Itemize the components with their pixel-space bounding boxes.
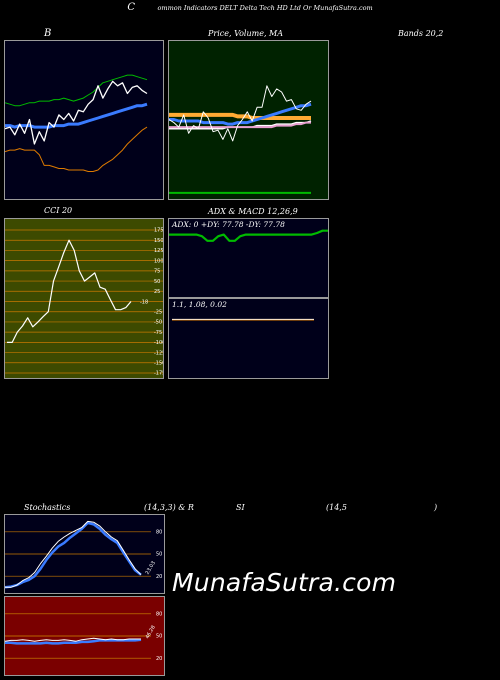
adx-line: [169, 229, 328, 242]
cci-panel: 175 150 125 100 75 50 25 -25 -50 -75 -100 -125 -150 -…: [4, 218, 164, 379]
adx-readout: ADX: 0 +DY: 77.78 -DY: 77.78: [172, 220, 285, 229]
cci-tick-label: -25: [154, 309, 162, 315]
rsi-tick-label: 20: [156, 656, 162, 662]
stoch-label-c: SI: [236, 503, 245, 512]
pm-price-line: [169, 85, 312, 142]
stochastics-panel: 80 50 20 23.03: [4, 514, 165, 594]
cci-tick-label: 50: [154, 279, 160, 285]
cci-tick-label: -125: [154, 350, 163, 356]
cci-tick-label: -150: [154, 360, 163, 366]
upper-band-line: [5, 74, 148, 107]
header-title: C ommon Indicators DELT Delta Tech HD Lt…: [0, 2, 500, 13]
stoch-tick-label: 80: [156, 530, 162, 536]
ma-mid-line: [169, 112, 311, 120]
rsi-panel: 80 50 20 46.28: [4, 596, 165, 676]
brand-watermark: MunafaSutra.com: [172, 568, 397, 597]
cci-tick-label: -100: [154, 340, 163, 346]
cci-tick-label: 150: [154, 238, 163, 244]
macd-readout: 1.1, 1.08, 0.02: [172, 300, 227, 309]
cci-tick-label: 175: [154, 228, 163, 234]
bb-label: B: [44, 28, 52, 39]
cci-tick-label: -50: [154, 320, 162, 326]
middle-band-line: [5, 102, 148, 129]
cci-chart: 175 150 125 100 75 50 25 -25 -50 -75 -100 -125 -150 -…: [5, 228, 163, 377]
bollinger-panel: [4, 40, 164, 200]
stoch-label-e: ): [434, 503, 438, 512]
stoch-tick-label: 20: [156, 574, 162, 580]
lower-band-line: [5, 126, 148, 172]
macd-panel: 1.1, 1.08, 0.02: [168, 298, 329, 379]
header-title-rest: ommon Indicators DELT Delta Tech HD Ltd …: [157, 4, 373, 12]
rsi-chart: 80 50 20 46.28: [5, 612, 162, 662]
price-ma-chart: [169, 85, 312, 194]
adx-panel: ADX: 0 +DY: 77.78 -DY: 77.78: [168, 218, 329, 298]
cci-tick-label: -75: [154, 330, 162, 336]
rsi-signal-line: [5, 638, 142, 645]
bollinger-chart: [5, 74, 148, 172]
header-title-c: C: [127, 2, 135, 13]
price-ma-label: Price, Volume, MA: [208, 29, 284, 38]
stoch-signal-line: [5, 521, 142, 589]
stoch-main-line: [5, 520, 142, 588]
cci-tick-label: -175: [154, 371, 163, 377]
rsi-main-line: [5, 637, 141, 642]
cci-tick-label: 25: [154, 289, 160, 295]
stoch-label-d: (14,5: [326, 503, 347, 512]
bands-label: Bands 20,2: [398, 29, 444, 38]
adx-macd-label: ADX & MACD 12,26,9: [208, 207, 298, 216]
macd-chart: [172, 318, 314, 321]
cci-line: [7, 239, 132, 344]
stoch-tick-label: 50: [156, 552, 162, 558]
cci-tick-label: 75: [154, 269, 160, 275]
stoch-label-b: (14,3,3) & R: [144, 503, 194, 512]
rsi-tick-label: 80: [156, 612, 162, 618]
cci-tick-label: 100: [154, 258, 163, 264]
rsi-tick-label: 50: [156, 634, 162, 640]
cci-label: CCI 20: [44, 206, 73, 215]
adx-chart: [169, 229, 328, 242]
bb-price-line: [5, 80, 148, 145]
stoch-label-a: Stochastics: [24, 503, 71, 512]
cci-last-value-label: -18: [140, 300, 148, 306]
cci-tick-label: 125: [154, 248, 163, 254]
price-ma-panel: [168, 40, 329, 200]
rsi-last-value-label: 46.28: [145, 625, 157, 640]
